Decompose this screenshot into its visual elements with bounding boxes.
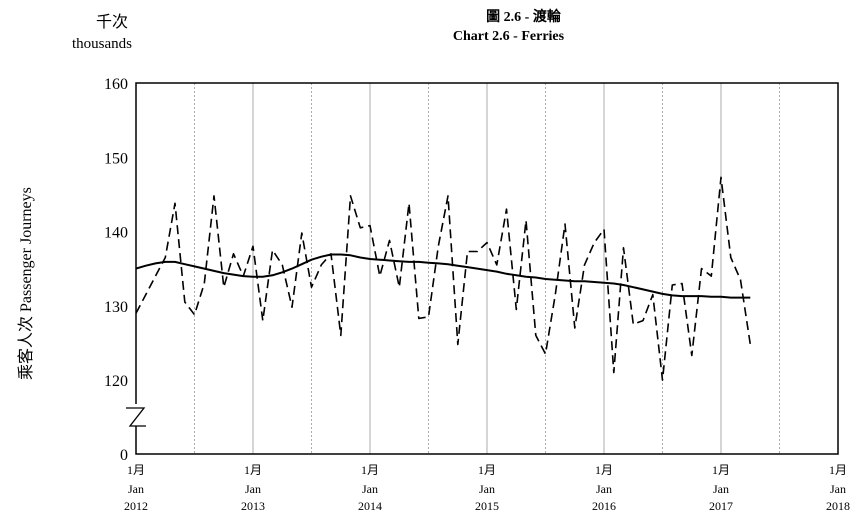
- unit-label-en: thousands: [72, 36, 132, 52]
- unit-label-zh: 千次: [96, 14, 129, 31]
- x-tick-label-zh: 1月: [127, 463, 145, 477]
- trend-series-line: [135, 253, 751, 299]
- x-tick-label-zh: 1月: [829, 463, 847, 477]
- x-tick-label-en: Jan: [830, 482, 846, 496]
- x-tick-label-en: Jan: [479, 482, 495, 496]
- x-tick-label-year: 2017: [709, 499, 733, 513]
- x-tick-label-zh: 1月: [595, 463, 613, 477]
- grid-lines: [194, 83, 780, 454]
- x-tick-label-year: 2013: [241, 499, 265, 513]
- axis-break-gap: [130, 404, 142, 426]
- x-tick-label-en: Jan: [362, 482, 378, 496]
- y-tick-label: 120: [104, 373, 128, 390]
- x-tick-label-zh: 1月: [244, 463, 262, 477]
- y-tick-label: 0: [120, 447, 128, 464]
- x-tick-label-en: Jan: [713, 482, 729, 496]
- chart-title-zh: 圖 2.6 - 渡輪: [486, 10, 561, 25]
- x-tick-label-year: 2016: [592, 499, 616, 513]
- x-tick-label-year: 2014: [358, 499, 382, 513]
- y-tick-label: 160: [104, 76, 128, 93]
- x-tick-label-en: Jan: [245, 482, 261, 496]
- x-tick-labels: 1月 Jan 2012 1月 Jan 2013 1月 Jan 2014 1月 Jan 2015 1月 Ja…: [124, 463, 850, 513]
- y-tick-label: 140: [104, 225, 128, 242]
- data-series: [135, 176, 752, 381]
- x-tick-label-en: Jan: [596, 482, 612, 496]
- y-tick-label: 150: [104, 150, 128, 167]
- x-tick-label-zh: 1月: [712, 463, 730, 477]
- x-tick-label-year: 2018: [826, 499, 850, 513]
- x-tick-label-zh: 1月: [361, 463, 379, 477]
- x-tick-label-zh: 1月: [478, 463, 496, 477]
- y-tick-label: 130: [104, 299, 128, 316]
- chart-title-en: Chart 2.6 - Ferries: [452, 29, 565, 44]
- y-tick-labels: 0 120 130 140 150 160: [104, 76, 128, 464]
- x-tick-label-year: 2012: [124, 499, 148, 513]
- x-tick-label-en: Jan: [128, 482, 144, 496]
- axis-break-mark: [126, 404, 146, 427]
- axis-break-zigzag: [126, 407, 146, 427]
- monthly-series-line: [135, 176, 752, 381]
- x-tick-label-year: 2015: [475, 499, 499, 513]
